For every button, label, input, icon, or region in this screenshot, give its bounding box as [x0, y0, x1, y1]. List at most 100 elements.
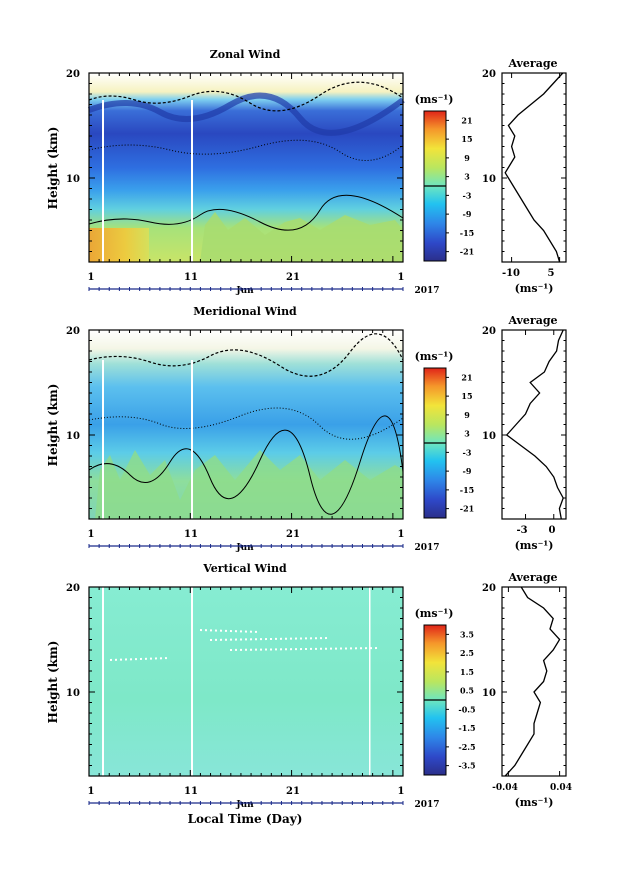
zonal-colorbar-ticks: 21 15 9 3 -3 -9 -15 -21: [446, 115, 474, 257]
colorbar-tick-label: 1.5: [460, 667, 474, 677]
vertical-average-xtick-label: -0.04: [492, 783, 518, 793]
colorbar-tick-label: 2.5: [460, 648, 474, 658]
average-profile-line: [504, 586, 561, 777]
zonal-ytick-label: 20: [66, 69, 80, 80]
meridional-average-xtick-label: 0: [549, 525, 556, 536]
meridional-colorbar-ticks: 21 15 9 3 -3 -9 -15 -21: [446, 372, 474, 514]
colorbar-tick-label: 15: [461, 134, 472, 144]
zonal-heatmap: [87, 73, 405, 262]
vertical-colorbar: [423, 624, 447, 776]
colorbar-tick-label: -1.5: [458, 723, 475, 733]
meridional-xtick-label: 21: [286, 529, 300, 540]
meridional-average-xlabel: (ms⁻¹): [515, 539, 554, 552]
colorbar-tick-label: -9: [463, 466, 472, 476]
vertical-colorbar-unit: (ms⁻¹): [415, 607, 454, 620]
zonal-colorbar: [423, 110, 447, 262]
vertical-colorbar-ticks: 3.5 2.5 1.5 0.5 -0.5 -1.5 -2.5 -3.5: [446, 629, 476, 771]
meridional-xtick-label: 1: [88, 529, 95, 540]
meridional-colorbar-unit: (ms⁻¹): [415, 350, 454, 363]
meridional-heatmap: [88, 330, 404, 519]
vertical-average-ytick-label: 10: [482, 688, 496, 699]
zonal-ytick-label: 10: [66, 174, 80, 185]
zonal-average-profile: [502, 72, 566, 263]
zonal-ylabel: Height (km): [46, 127, 60, 210]
meridional-average-panel: Average 20 10 -3 0 (ms⁻¹): [482, 314, 567, 552]
colorbar-tick-label: -3: [463, 190, 472, 200]
meridional-xtick-label: 1: [398, 529, 405, 540]
vertical-average-profile: [502, 586, 566, 777]
colorbar-tick-label: 3: [464, 172, 470, 182]
meridional-ytick-label: 10: [66, 431, 80, 442]
zonal-average-xlabel: (ms⁻¹): [515, 282, 554, 295]
zonal-panel: Zonal Wind 1 11 21 1 10 20 Height (km) J…: [46, 48, 474, 296]
colorbar-tick-label: 9: [464, 410, 470, 420]
colorbar-tick-label: 9: [464, 153, 470, 163]
meridional-ytick-label: 20: [66, 326, 80, 337]
colorbar-tick-label: -15: [460, 485, 474, 495]
meridional-ylabel: Height (km): [46, 384, 60, 467]
colorbar-tick-label: -15: [460, 228, 474, 238]
vertical-xtick-label: 11: [184, 786, 198, 797]
zonal-average-xtick-label: 5: [548, 268, 555, 279]
zonal-month-label: Jun: [235, 286, 254, 296]
zonal-average-ytick-label: 20: [482, 69, 496, 80]
vertical-average-title: Average: [507, 571, 557, 584]
meridional-average-title: Average: [507, 314, 557, 327]
figure-xlabel: Local Time (Day): [188, 812, 303, 826]
vertical-panel: Vertical Wind 1 11 21 1 10 20 Height (km…: [46, 562, 476, 826]
vertical-ytick-label: 20: [66, 583, 80, 594]
meridional-average-frame: [501, 329, 567, 520]
meridional-y-ticks: [89, 329, 403, 520]
vertical-y-ticks: [89, 586, 403, 777]
vertical-average-xtick-label: 0.04: [550, 783, 572, 793]
vertical-xtick-label: 21: [286, 786, 300, 797]
vertical-ylabel: Height (km): [46, 641, 60, 724]
colorbar-tick-label: 3.5: [460, 629, 474, 639]
vertical-x-ticks: [88, 587, 404, 805]
vertical-xtick-label: 1: [88, 786, 95, 797]
zonal-y-ticks: [89, 72, 403, 263]
colorbar-tick-label: -21: [460, 247, 474, 257]
colorbar-tick-label: 3: [464, 429, 470, 439]
meridional-year-label: 2017: [414, 543, 439, 553]
meridional-average-ytick-label: 10: [482, 431, 496, 442]
zonal-colorbar-unit: (ms⁻¹): [415, 93, 454, 106]
colorbar-tick-label: 0.5: [460, 686, 474, 696]
colorbar-tick-label: -2.5: [458, 742, 475, 752]
colorbar-tick-label: 21: [461, 115, 472, 125]
meridional-month-label: Jun: [235, 543, 254, 553]
vertical-heatmap: [89, 587, 403, 776]
vertical-average-ytick-label: 20: [482, 583, 496, 594]
meridional-average-ytick-label: 20: [482, 326, 496, 337]
vertical-title: Vertical Wind: [202, 562, 287, 575]
meridional-panel: Meridional Wind 1 11 21 1 10 20 Height (…: [46, 305, 474, 553]
meridional-xtick-label: 11: [184, 529, 198, 540]
colorbar-tick-label: 21: [461, 372, 472, 382]
zonal-average-xtick-label: -10: [502, 268, 520, 279]
colorbar-tick-label: -0.5: [458, 704, 475, 714]
colorbar-tick-label: -21: [460, 504, 474, 514]
colorbar-tick-label: -9: [463, 209, 472, 219]
vertical-month-label: Jun: [235, 800, 254, 810]
colorbar-tick-label: -3.5: [458, 761, 475, 771]
meridional-average-xtick-label: -3: [516, 525, 527, 536]
vertical-year-label: 2017: [414, 800, 439, 810]
meridional-title: Meridional Wind: [193, 305, 297, 318]
zonal-year-label: 2017: [414, 286, 439, 296]
vertical-average-panel: Average 20 10 -0.04 0.04 (ms⁻¹): [482, 571, 572, 809]
zonal-xtick-label: 1: [398, 272, 405, 283]
meridional-average-profile: [502, 329, 566, 520]
zonal-xtick-label: 1: [88, 272, 95, 283]
zonal-xtick-label: 21: [286, 272, 300, 283]
zonal-average-panel: Average 20 10 -10 5 (ms⁻¹): [482, 57, 567, 295]
average-profile-line: [504, 72, 564, 263]
zonal-xtick-label: 11: [184, 272, 198, 283]
vertical-ytick-label: 10: [66, 688, 80, 699]
zonal-title: Zonal Wind: [210, 48, 281, 61]
average-profile-line: [505, 329, 564, 520]
zonal-x-ticks: [88, 73, 404, 291]
vertical-average-frame: [501, 586, 567, 777]
colorbar-tick-label: -3: [463, 447, 472, 457]
meridional-colorbar: [423, 367, 447, 519]
